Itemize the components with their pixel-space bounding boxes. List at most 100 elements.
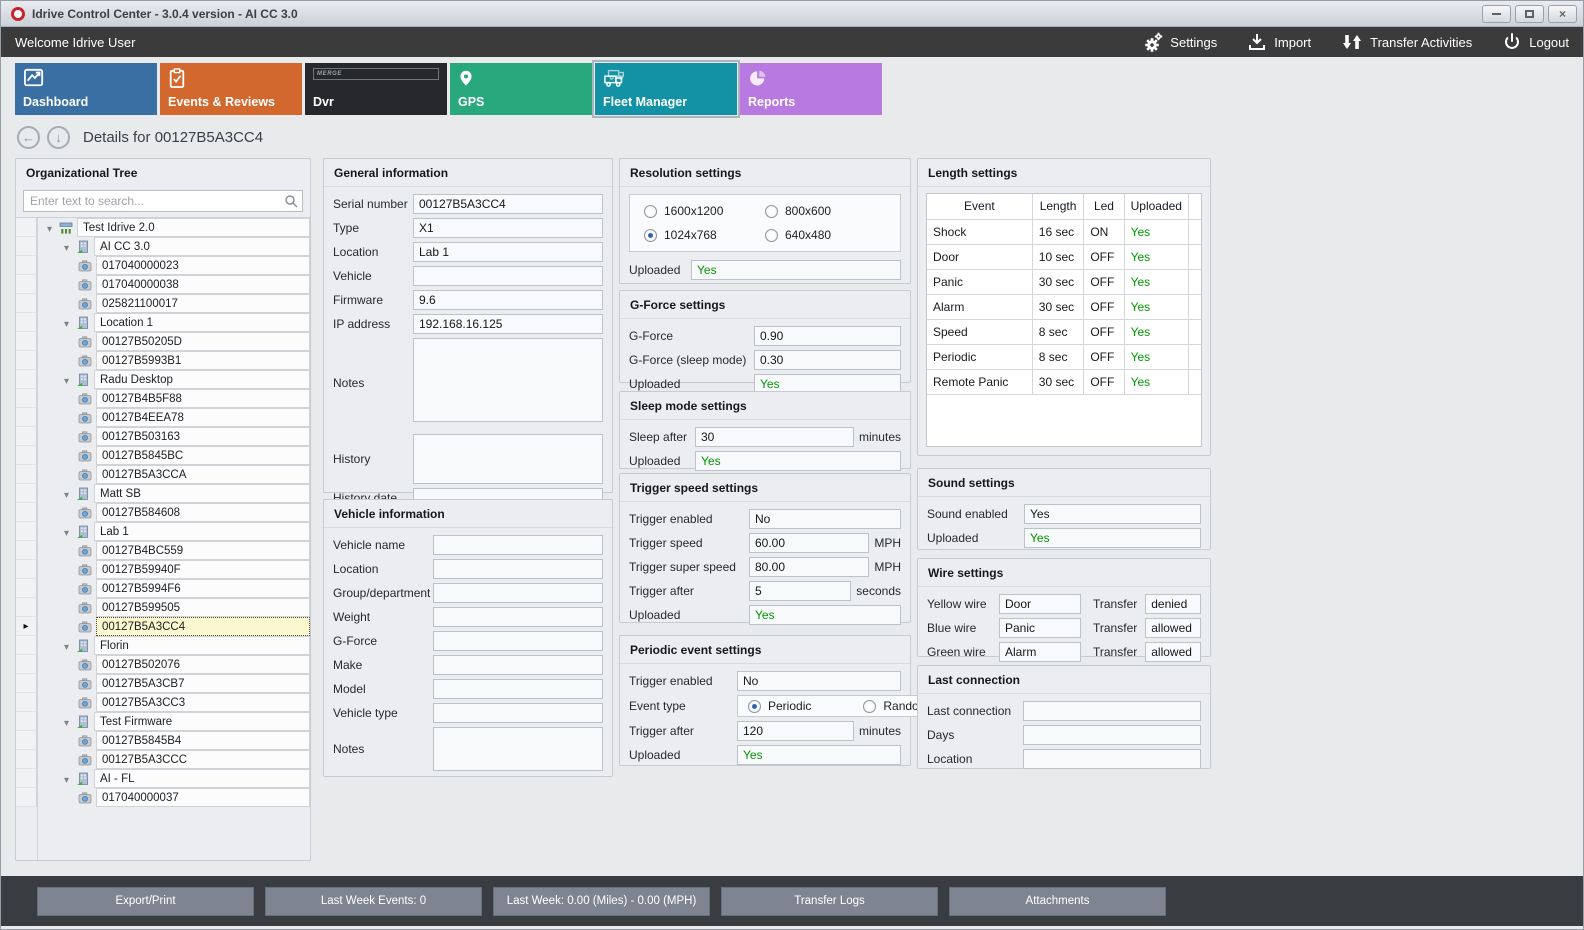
last-week-miles-button[interactable]: Last Week: 0.00 (Miles) - 0.00 (MPH) — [493, 886, 710, 916]
tree-item-label[interactable]: Florin — [94, 636, 310, 655]
trigger-enabled-input[interactable]: No — [737, 671, 901, 691]
tree-item-label[interactable]: 00127B5A3CC4 — [96, 617, 310, 636]
tree-item[interactable]: Radu Desktop — [16, 370, 310, 389]
field-input[interactable]: 192.168.16.125 — [413, 314, 603, 334]
tree-item-label[interactable]: 00127B5A3CCC — [96, 750, 310, 769]
column-header[interactable]: Uploaded — [1123, 194, 1189, 220]
tree-item[interactable]: 00127B4BC559 — [16, 541, 310, 560]
field-input[interactable]: 0.30 — [754, 350, 901, 370]
tree-item-label[interactable]: Lab 1 — [94, 522, 310, 541]
tree-expand-icon[interactable] — [59, 772, 74, 786]
resolution-radio[interactable]: 1600x1200 — [644, 204, 765, 218]
tree-item[interactable]: 00127B502076 — [16, 655, 310, 674]
tree-item-label[interactable]: 00127B5993B1 — [96, 351, 310, 370]
close-button[interactable]: × — [1548, 4, 1577, 23]
tree-item-label[interactable]: 00127B4EEA78 — [96, 408, 310, 427]
tree-item[interactable]: Florin — [16, 636, 310, 655]
tree-item[interactable]: 00127B5993B1 — [16, 351, 310, 370]
tree-item[interactable]: 00127B599505 — [16, 598, 310, 617]
tree-item[interactable]: 017040000037 — [16, 788, 310, 807]
maximize-button[interactable] — [1515, 4, 1544, 23]
transfer-input[interactable]: denied — [1145, 594, 1201, 614]
tab-dashboard[interactable]: Dashboard — [15, 63, 157, 115]
tree-item-label[interactable]: Test Idrive 2.0 — [77, 218, 310, 237]
field-input[interactable] — [433, 607, 603, 627]
tree-item[interactable]: 00127B59940F — [16, 560, 310, 579]
vehicle-notes-textarea[interactable] — [433, 727, 603, 771]
settings-button[interactable]: Settings — [1141, 32, 1217, 52]
tree-expand-icon[interactable] — [59, 373, 74, 387]
field-input[interactable] — [433, 631, 603, 651]
last-week-events-button[interactable]: Last Week Events: 0 — [265, 886, 482, 916]
tab-events-reviews[interactable]: Events & Reviews — [160, 63, 302, 115]
tree-item[interactable]: 00127B5845B4 — [16, 731, 310, 750]
resolution-radio[interactable]: 1024x768 — [644, 228, 765, 242]
field-input[interactable] — [433, 679, 603, 699]
tree-item-label[interactable]: AI - FL — [94, 769, 310, 788]
tree-item-label[interactable]: Location 1 — [94, 313, 310, 332]
export-print-button[interactable]: Export/Print — [37, 886, 254, 916]
tree-item-label[interactable]: 00127B4BC559 — [96, 541, 310, 560]
tree-item[interactable]: 00127B5845BC — [16, 446, 310, 465]
tab-reports[interactable]: Reports — [740, 63, 882, 115]
tree-item-label[interactable]: 00127B50205D — [96, 332, 310, 351]
tree-item-label[interactable]: 017040000037 — [96, 788, 310, 807]
tree-item[interactable]: 00127B4B5F88 — [16, 389, 310, 408]
tree-expand-icon[interactable] — [59, 525, 74, 539]
transfer-input[interactable]: allowed — [1145, 642, 1201, 662]
tab-dvr[interactable]: MERGE Dvr — [305, 63, 447, 115]
tree-item[interactable]: 00127B5A3CCC — [16, 750, 310, 769]
resolution-radio[interactable]: 640x480 — [765, 228, 886, 242]
resolution-radio[interactable]: 800x600 — [765, 204, 886, 218]
tree-item-label[interactable]: 025821100017 — [96, 294, 310, 313]
tree-item-label[interactable]: 00127B5845B4 — [96, 731, 310, 750]
tree-item-label[interactable]: Matt SB — [94, 484, 310, 503]
tree-item[interactable]: 00127B5A3CB7 — [16, 674, 310, 693]
field-input[interactable]: Lab 1 — [413, 242, 603, 262]
field-input[interactable]: Yes — [1024, 504, 1201, 524]
field-input[interactable]: 80.00 — [749, 557, 870, 577]
back-button[interactable]: ← — [17, 126, 40, 149]
field-input[interactable] — [1023, 749, 1201, 769]
table-row[interactable]: Panic 30 sec OFF Yes — [927, 268, 1201, 295]
trigger-after-input[interactable]: 120 — [737, 721, 854, 741]
logout-button[interactable]: Logout — [1502, 32, 1569, 52]
field-input[interactable] — [433, 703, 603, 723]
table-row[interactable]: Remote Panic 30 sec OFF Yes — [927, 368, 1201, 395]
tree-item[interactable]: 00127B5A3CC3 — [16, 693, 310, 712]
event-type-radio[interactable]: Periodic — [748, 699, 811, 713]
tree-item[interactable]: Test Firmware — [16, 712, 310, 731]
column-header[interactable]: Led — [1083, 194, 1125, 220]
tree-item[interactable]: Matt SB — [16, 484, 310, 503]
field-input[interactable]: 00127B5A3CC4 — [413, 194, 603, 214]
tab-gps[interactable]: GPS — [450, 63, 592, 115]
field-input[interactable] — [413, 266, 603, 286]
field-input[interactable] — [1023, 701, 1201, 721]
tree-item[interactable]: AI - FL — [16, 769, 310, 788]
tree-item-label[interactable]: AI CC 3.0 — [94, 237, 310, 256]
table-row[interactable]: Shock 16 sec ON Yes — [927, 218, 1201, 245]
tree-item-label[interactable]: 00127B5845BC — [96, 446, 310, 465]
table-row[interactable]: Periodic 8 sec OFF Yes — [927, 343, 1201, 370]
table-row[interactable]: Alarm 30 sec OFF Yes — [927, 293, 1201, 320]
tree-expand-icon[interactable] — [59, 715, 74, 729]
tree-item[interactable]: 00127B584608 — [16, 503, 310, 522]
tree-item-label[interactable]: 00127B5A3CCA — [96, 465, 310, 484]
tree-item[interactable]: 00127B50205D — [16, 332, 310, 351]
field-input[interactable]: Yes — [749, 605, 901, 625]
history-textarea[interactable] — [413, 434, 603, 484]
attachments-button[interactable]: Attachments — [949, 886, 1166, 916]
tree-item-label[interactable]: 00127B4B5F88 — [96, 389, 310, 408]
transfer-input[interactable]: allowed — [1145, 618, 1201, 638]
tree-expand-icon[interactable] — [59, 639, 74, 653]
tree-expand-icon[interactable] — [59, 240, 74, 254]
field-input[interactable] — [433, 559, 603, 579]
field-input[interactable]: 0.90 — [754, 326, 901, 346]
tree-item[interactable]: 00127B5994F6 — [16, 579, 310, 598]
transfer-activities-button[interactable]: Transfer Activities — [1341, 33, 1472, 51]
field-input[interactable]: 9.6 — [413, 290, 603, 310]
tree-item-label[interactable]: 00127B502076 — [96, 655, 310, 674]
search-input[interactable] — [23, 190, 303, 212]
column-header[interactable]: Event — [927, 194, 1033, 220]
wire-event-input[interactable]: Door — [999, 594, 1081, 614]
